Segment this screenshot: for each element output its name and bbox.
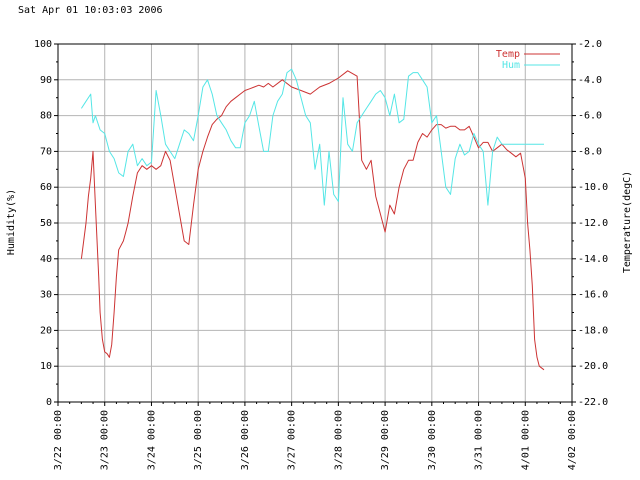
right-tick-label: -12.0: [578, 218, 608, 229]
x-tick-label: 3/24 00:00: [146, 410, 157, 470]
left-tick-label: 100: [34, 39, 52, 50]
y-axis-label-left: Humidity(%): [6, 189, 17, 255]
x-tick-label: 3/22 00:00: [53, 410, 64, 470]
left-tick-label: 20: [40, 325, 52, 336]
left-tick-label: 10: [40, 361, 52, 372]
left-tick-label: 50: [40, 218, 52, 229]
x-axis-ticks: 3/22 00:00 3/23 00:00 3/24 00:00 3/25 00:00…: [53, 402, 578, 470]
legend-label-hum: Hum: [502, 60, 520, 71]
right-tick-label: -18.0: [578, 325, 608, 336]
right-tick-label: -6.0: [578, 111, 602, 122]
right-tick-label: -14.0: [578, 254, 608, 265]
right-tick-label: -8.0: [578, 146, 602, 157]
series-line-hum: [80, 68, 544, 206]
right-tick-label: -2.0: [578, 39, 602, 50]
grid: [58, 44, 572, 402]
timestamp: Sat Apr 01 10:03:03 2006: [18, 5, 163, 16]
x-tick-label: 3/30 00:00: [427, 410, 438, 470]
left-tick-label: 70: [40, 146, 52, 157]
legend-label-temp: Temp: [496, 49, 520, 60]
series-line-temp: [80, 70, 545, 371]
x-tick-label: 3/27 00:00: [287, 410, 298, 470]
right-tick-label: -4.0: [578, 75, 602, 86]
left-tick-label: 40: [40, 254, 52, 265]
x-tick-label: 3/28 00:00: [333, 410, 344, 470]
right-tick-label: -20.0: [578, 361, 608, 372]
left-tick-label: 80: [40, 111, 52, 122]
left-axis-ticks: 0 10 20 30 40 50 60 70 80 90 100: [34, 39, 58, 408]
left-tick-label: 60: [40, 182, 52, 193]
x-tick-label: 3/29 00:00: [380, 410, 391, 470]
series-layer: [80, 68, 545, 371]
x-tick-label: 4/02 00:00: [567, 410, 578, 470]
left-tick-label: 0: [46, 397, 52, 408]
right-axis-ticks: -22.0 -20.0 -18.0 -16.0 -14.0 -12.0 -10.0 -8.0 -…: [572, 39, 608, 408]
left-tick-label: 30: [40, 290, 52, 301]
x-tick-label: 3/25 00:00: [193, 410, 204, 470]
right-tick-label: -22.0: [578, 397, 608, 408]
right-tick-label: -16.0: [578, 290, 608, 301]
y-axis-label-right: Temperature(degC): [622, 171, 633, 273]
x-tick-label: 3/31 00:00: [474, 410, 485, 470]
x-tick-label: 4/01 00:00: [520, 410, 531, 470]
x-tick-label: 3/26 00:00: [240, 410, 251, 470]
x-tick-label: 3/23 00:00: [100, 410, 111, 470]
right-tick-label: -10.0: [578, 182, 608, 193]
left-tick-label: 90: [40, 75, 52, 86]
